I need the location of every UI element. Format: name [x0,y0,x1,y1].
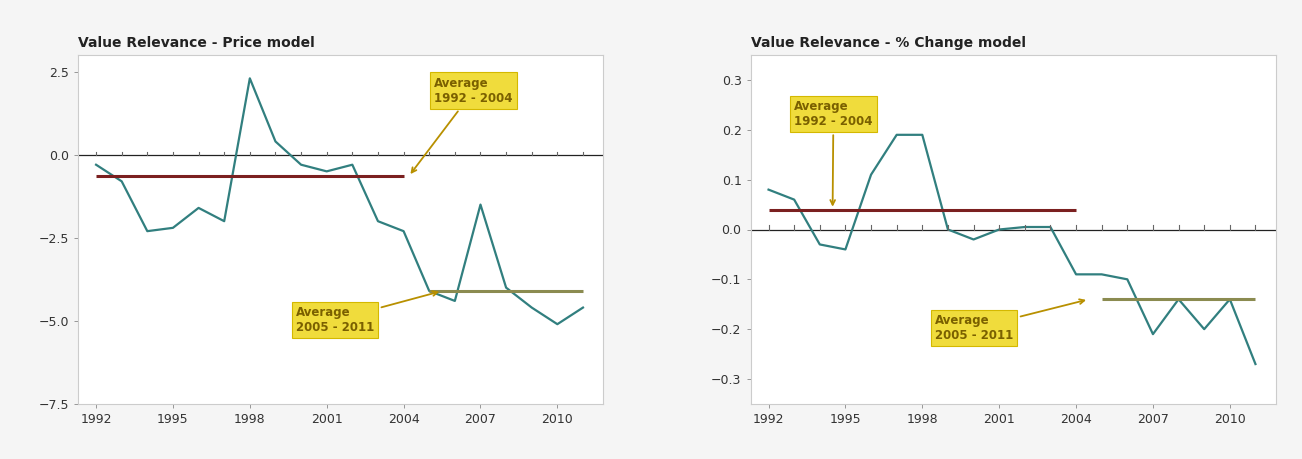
Text: Value Relevance - % Change model: Value Relevance - % Change model [750,36,1026,50]
Text: Average
1992 - 2004: Average 1992 - 2004 [411,77,513,173]
Text: Value Relevance - Price model: Value Relevance - Price model [78,36,315,50]
Text: Average
2005 - 2011: Average 2005 - 2011 [935,299,1085,342]
Text: Average
1992 - 2004: Average 1992 - 2004 [794,100,872,205]
Text: Average
2005 - 2011: Average 2005 - 2011 [296,291,437,334]
